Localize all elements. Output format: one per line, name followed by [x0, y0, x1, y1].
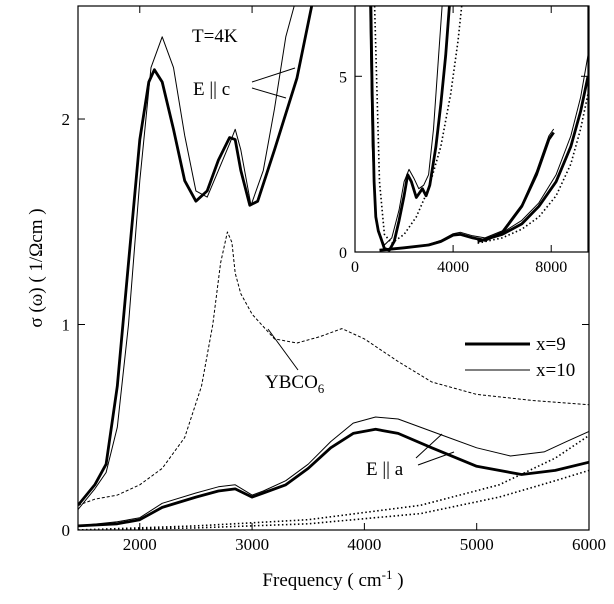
main-series [78, 6, 589, 530]
y-axis-title: σ (ω) ( 1/Ωcm ) [26, 208, 47, 327]
inset-x-tick-label-2: 8000 [535, 259, 567, 276]
legend-label-x9: x=9 [536, 334, 566, 355]
ybco6-arrow [267, 328, 299, 371]
e-parallel-c-arrow-thin [251, 87, 287, 99]
inset-y-tick-label-0: 0 [339, 245, 347, 262]
main-series-line-6 [78, 469, 589, 530]
e-parallel-c-label: E || c [193, 79, 230, 100]
main-series-line-1 [78, 6, 295, 510]
e-parallel-c-arrow-thick [251, 67, 296, 83]
inset-series-line-2 [373, 6, 463, 244]
e-parallel-a-arrow-thin [415, 433, 443, 459]
main-series-line-2 [78, 427, 589, 528]
inset-series-line-4 [379, 128, 555, 251]
main-y-tick-label-2: 2 [62, 110, 71, 129]
inset-series-line-5 [477, 76, 588, 243]
main-y-tick-label-0: 0 [62, 521, 71, 540]
temperature-label: T=4K [192, 26, 238, 47]
legend: x=9 x=10 [465, 334, 575, 381]
inset-background [355, 6, 588, 252]
inset-series-line-7 [477, 93, 588, 244]
inset-x-tick-label-1: 4000 [437, 259, 469, 276]
legend-label-x10: x=10 [536, 360, 575, 381]
main-series-line-4 [78, 231, 589, 506]
inset-ticks: 0 4000 8000 0 5 [339, 6, 588, 276]
inset-series [369, 6, 588, 252]
main-series-line-3 [78, 416, 589, 527]
main-x-tick-label-0: 2000 [123, 535, 157, 554]
main-x-tick-label-2: 4000 [347, 535, 381, 554]
main-y-tick-label-1: 1 [62, 316, 71, 335]
inset-series-line-3 [379, 131, 555, 252]
main-series-line-0 [78, 6, 314, 507]
inset-plot-frame [354, 5, 589, 253]
main-series-line-5 [78, 434, 589, 530]
x-axis-title: Frequency ( cm-1 ) [262, 567, 403, 591]
main-x-tick-label-3: 5000 [460, 535, 494, 554]
inset-series-line-1 [369, 6, 443, 246]
inset-x-tick-label-0: 0 [351, 259, 359, 276]
e-parallel-a-label: E || a [366, 459, 404, 480]
main-ticks: 2000 3000 4000 5000 6000 0 1 2 [62, 6, 606, 554]
main-x-tick-label-1: 3000 [235, 535, 269, 554]
inset-series-line-0 [369, 6, 451, 252]
e-parallel-a-arrow-thick [417, 451, 455, 466]
inset-series-line-6 [477, 55, 588, 242]
ybco6-label: YBCO6 [265, 372, 325, 396]
inset-y-tick-label-1: 5 [339, 69, 347, 86]
main-plot-frame [77, 5, 590, 531]
main-x-tick-label-4: 6000 [572, 535, 606, 554]
